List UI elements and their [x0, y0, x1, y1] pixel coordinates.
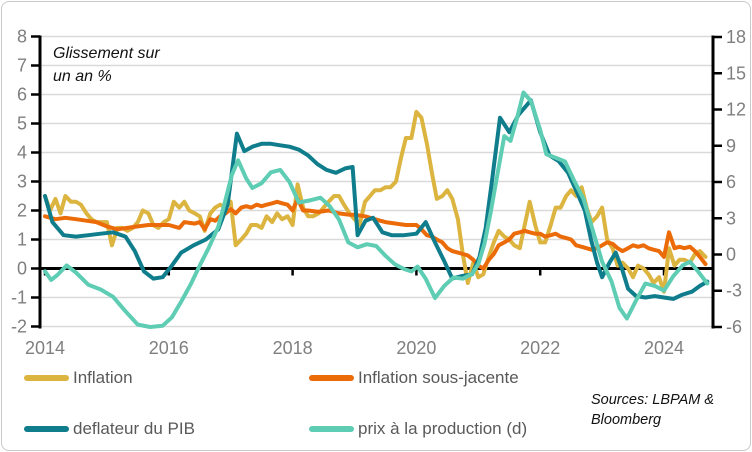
- sources-note: Sources: LBPAM & Bloomberg: [591, 390, 731, 430]
- left-axis-tick-label: -2: [11, 317, 27, 337]
- left-axis-tick-label: 7: [17, 56, 27, 76]
- right-axis-tick-label: 18: [726, 27, 746, 47]
- inflation-line-swatch: [24, 375, 69, 381]
- series-line-3: [43, 90, 710, 329]
- left-axis-tick-label: 8: [17, 27, 27, 47]
- legend-item-deflateur-pib: deflateur du PIB: [24, 419, 195, 438]
- left-axis-tick-label: 2: [17, 201, 27, 221]
- right-axis-tick-label: 15: [726, 63, 746, 83]
- left-axis-tick-label: 4: [17, 143, 27, 163]
- legend-label-prix-production: prix à la production (d): [358, 419, 528, 438]
- x-axis-tick-label: 2022: [520, 338, 560, 358]
- inflation-sous-jacente-line-swatch: [309, 375, 354, 381]
- sources-line1: Sources: LBPAM &: [591, 392, 715, 408]
- deflateur-pib-line-swatch: [24, 426, 69, 432]
- x-axis-tick-label: 2024: [644, 338, 684, 358]
- right-axis-tick-label: 12: [726, 100, 746, 120]
- sources-line2: Bloomberg: [591, 412, 662, 428]
- chart-annotation-line2: un an %: [53, 68, 112, 85]
- chart-annotation: Glissement sur un an %: [53, 42, 160, 88]
- x-axis-tick-label: 2014: [25, 338, 65, 358]
- right-axis-tick-label: 6: [726, 172, 736, 192]
- prix-production-line-swatch: [309, 426, 354, 432]
- chart-annotation-line1: Glissement sur: [53, 45, 160, 62]
- x-axis-tick-label: 2020: [396, 338, 436, 358]
- right-axis-tick-label: 0: [726, 245, 736, 265]
- legend-item-inflation: Inflation: [24, 368, 133, 387]
- legend-item-inflation-sous-jacente: Inflation sous-jacente: [309, 368, 519, 387]
- left-axis-tick-label: 5: [17, 114, 27, 134]
- left-axis-tick-label: 3: [17, 172, 27, 192]
- x-axis-tick-label: 2016: [149, 338, 189, 358]
- right-axis-tick-label: -3: [726, 281, 742, 301]
- legend-label-inflation-sous-jacente: Inflation sous-jacente: [358, 368, 519, 387]
- right-axis-tick-label: 3: [726, 208, 736, 228]
- right-axis-tick-label: -6: [726, 317, 742, 337]
- left-axis-tick-label: 0: [17, 259, 27, 279]
- legend-label-inflation: Inflation: [73, 368, 133, 387]
- right-axis-tick-label: 9: [726, 136, 736, 156]
- x-axis-tick-label: 2018: [273, 338, 313, 358]
- left-axis-tick-label: 1: [17, 230, 27, 250]
- legend-item-prix-production: prix à la production (d): [309, 419, 528, 438]
- series-line-2: [43, 98, 710, 301]
- legend-label-deflateur-pib: deflateur du PIB: [73, 419, 195, 438]
- series-line-1: [43, 196, 708, 271]
- left-axis-tick-label: -1: [11, 288, 27, 308]
- left-axis-tick-label: 6: [17, 85, 27, 105]
